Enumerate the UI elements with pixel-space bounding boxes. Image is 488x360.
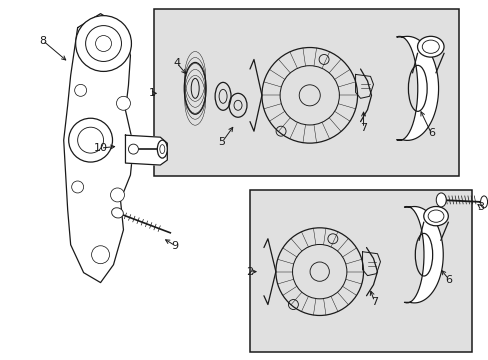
Text: 3: 3 (477, 202, 484, 212)
Circle shape (116, 96, 130, 110)
Text: 6: 6 (445, 275, 452, 285)
Ellipse shape (435, 193, 446, 207)
Text: 10: 10 (93, 143, 107, 153)
Polygon shape (396, 36, 438, 140)
Circle shape (91, 246, 109, 264)
Ellipse shape (111, 208, 123, 218)
Text: 8: 8 (39, 36, 46, 46)
Bar (249, 190, 471, 352)
Text: 7: 7 (370, 297, 377, 306)
Circle shape (110, 188, 124, 202)
Ellipse shape (480, 196, 487, 208)
Text: 9: 9 (171, 241, 179, 251)
Text: 2: 2 (246, 267, 253, 276)
Bar (154, 9, 458, 176)
Circle shape (128, 144, 138, 154)
Ellipse shape (423, 207, 447, 226)
Polygon shape (63, 14, 133, 283)
Circle shape (75, 84, 86, 96)
Circle shape (76, 15, 131, 71)
Polygon shape (404, 207, 442, 303)
Text: 6: 6 (427, 128, 434, 138)
Text: 4: 4 (173, 58, 181, 68)
Polygon shape (125, 135, 167, 165)
Ellipse shape (417, 36, 443, 57)
Text: 5: 5 (218, 137, 225, 147)
Text: 7: 7 (359, 123, 366, 133)
Circle shape (68, 118, 112, 162)
Text: 1: 1 (148, 88, 156, 98)
Ellipse shape (157, 140, 167, 158)
Circle shape (72, 181, 83, 193)
